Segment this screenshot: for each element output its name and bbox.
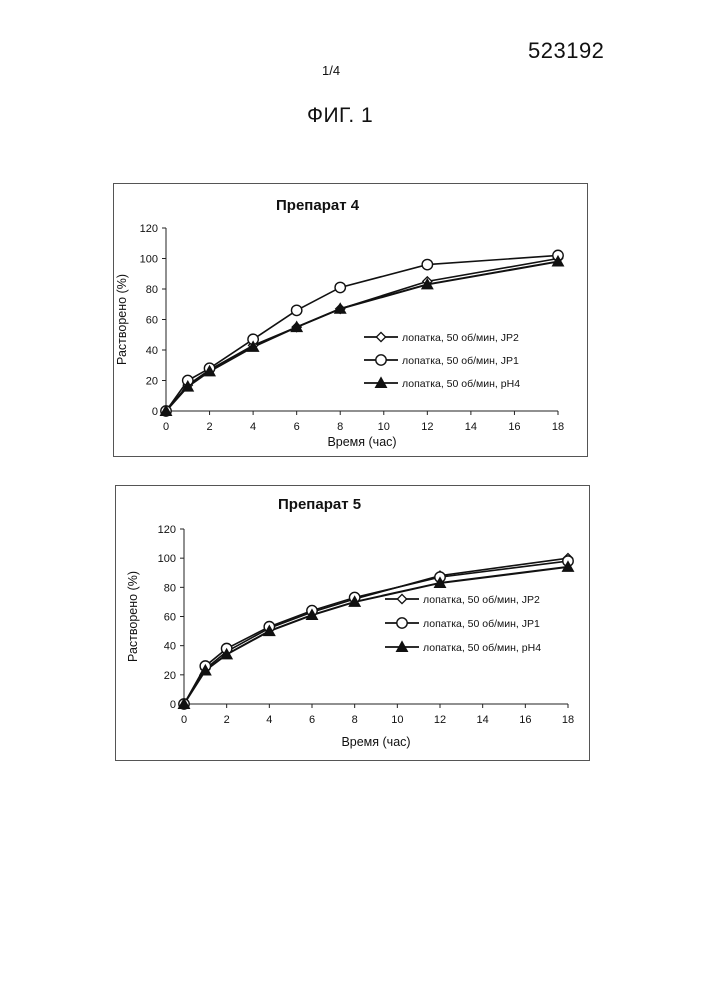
x-tick-label: 8: [337, 421, 343, 433]
figure-title: ФИГ. 1: [307, 104, 373, 128]
series-line: [184, 567, 568, 704]
y-tick-label: 60: [164, 612, 176, 624]
x-tick-label: 4: [250, 421, 256, 433]
patent-number: 523192: [528, 38, 604, 64]
x-tick-label: 2: [206, 421, 212, 433]
legend-label: лопатка, 50 об/мин, JP2: [402, 332, 519, 344]
x-tick-label: 14: [465, 421, 477, 433]
y-tick-label: 120: [140, 223, 158, 235]
y-tick-label: 0: [152, 406, 158, 418]
y-tick-label: 80: [164, 582, 176, 594]
x-tick-label: 2: [224, 714, 230, 726]
legend-label: лопатка, 50 об/мин, pH4: [402, 378, 520, 390]
sheet-number: 1/4: [322, 63, 340, 78]
x-tick-label: 10: [378, 421, 390, 433]
x-axis-label: Время (час): [341, 735, 410, 749]
y-axis-label: Растворено (%): [126, 571, 140, 662]
x-tick-label: 18: [552, 421, 564, 433]
x-axis-label: Время (час): [327, 435, 396, 449]
legend-label: лопатка, 50 об/мин, JP1: [402, 355, 519, 367]
y-tick-label: 40: [146, 345, 158, 357]
y-tick-label: 120: [158, 524, 176, 536]
chart-preparat-4: Препарат 4 0 20 40 60 80 100 120 0 2 4 6 8 10 12 14 16 18…: [114, 184, 589, 458]
data-point-circle: [335, 282, 345, 292]
chart-frame-preparat-5: Препарат 5 0 20 40 60 80 100 120 0 2 4 6 8 10 12 14 16 18…: [115, 485, 590, 761]
chart-title: Препарат 5: [278, 496, 361, 513]
chart-preparat-5: Препарат 5 0 20 40 60 80 100 120 0 2 4 6 8 10 12 14 16 18…: [116, 486, 591, 762]
x-tick-label: 18: [562, 714, 574, 726]
x-tick-label: 14: [477, 714, 489, 726]
legend-marker-diamond: [397, 594, 406, 603]
data-point-circle: [291, 305, 301, 315]
series-line: [184, 561, 568, 704]
y-tick-label: 100: [140, 254, 158, 266]
x-tick-label: 6: [309, 714, 315, 726]
legend-marker-diamond: [376, 332, 385, 341]
y-tick-label: 100: [158, 553, 176, 565]
legend-marker-circle: [397, 618, 407, 628]
y-tick-label: 0: [170, 699, 176, 711]
x-tick-label: 8: [352, 714, 358, 726]
legend-marker-circle: [376, 355, 386, 365]
x-tick-label: 16: [519, 714, 531, 726]
x-tick-label: 0: [181, 714, 187, 726]
y-tick-label: 60: [146, 315, 158, 327]
x-tick-label: 10: [391, 714, 403, 726]
x-tick-label: 16: [508, 421, 520, 433]
x-tick-label: 4: [266, 714, 272, 726]
chart-frame-preparat-4: Препарат 4 0 20 40 60 80 100 120 0 2 4 6 8 10 12 14 16 18…: [113, 183, 588, 457]
x-tick-label: 12: [434, 714, 446, 726]
y-tick-label: 20: [146, 376, 158, 388]
data-point-circle: [422, 259, 432, 269]
y-tick-label: 80: [146, 284, 158, 296]
series-line: [184, 558, 568, 704]
chart-title: Препарат 4: [276, 197, 360, 214]
legend-label: лопатка, 50 об/мин, JP2: [423, 594, 540, 606]
legend-label: лопатка, 50 об/мин, JP1: [423, 618, 540, 630]
y-tick-label: 20: [164, 670, 176, 682]
x-tick-label: 12: [421, 421, 433, 433]
x-tick-label: 0: [163, 421, 169, 433]
x-tick-label: 6: [294, 421, 300, 433]
y-tick-label: 40: [164, 641, 176, 653]
y-axis-label: Растворено (%): [115, 274, 129, 365]
legend-label: лопатка, 50 об/мин, pH4: [423, 642, 541, 654]
